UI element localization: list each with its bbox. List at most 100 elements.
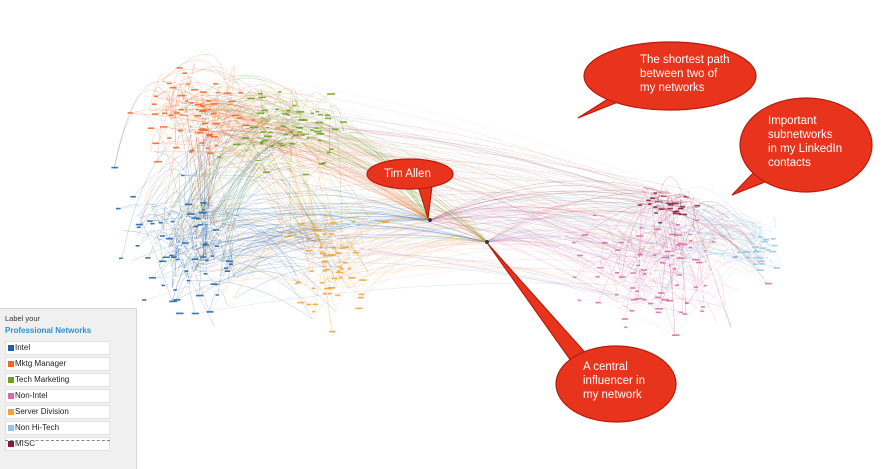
legend-item-non-hi-tech[interactable]: Non Hi-Tech	[5, 421, 110, 435]
network-node	[692, 259, 699, 261]
callout-shortest-path: The shortest path between two of my netw…	[582, 40, 762, 120]
network-node	[769, 263, 775, 265]
network-node	[160, 261, 167, 263]
network-node	[191, 291, 196, 293]
network-node	[216, 294, 219, 296]
network-node	[151, 244, 156, 246]
network-node	[723, 267, 729, 269]
network-node	[706, 237, 710, 239]
network-node	[315, 122, 323, 124]
network-node	[160, 126, 167, 128]
network-node	[335, 252, 342, 254]
network-node	[353, 252, 359, 254]
network-node	[170, 287, 176, 289]
network-node	[187, 83, 191, 85]
network-node	[150, 240, 158, 242]
network-node	[654, 212, 658, 214]
network-node	[280, 145, 286, 147]
network-node	[133, 236, 137, 238]
network-node	[185, 204, 193, 206]
network-node	[283, 131, 286, 133]
network-node	[324, 288, 331, 290]
network-node	[219, 228, 226, 230]
legend-item-mktg-manager[interactable]: Mktg Manager	[5, 357, 110, 371]
network-node	[165, 249, 169, 251]
network-node	[255, 117, 261, 119]
network-node	[205, 148, 209, 150]
network-node	[312, 141, 316, 143]
network-node	[681, 229, 687, 231]
network-node	[647, 191, 652, 193]
network-edge	[114, 111, 135, 168]
network-node	[665, 204, 668, 206]
network-node	[680, 206, 685, 208]
network-node	[217, 156, 220, 158]
network-node	[180, 112, 184, 114]
network-node	[225, 306, 232, 308]
network-node	[760, 247, 766, 249]
network-node	[263, 140, 268, 142]
network-node	[270, 94, 274, 96]
network-node	[306, 304, 311, 306]
network-node	[358, 297, 364, 299]
network-node	[315, 111, 319, 113]
callout-line: Important	[768, 114, 842, 128]
network-node	[255, 161, 261, 163]
legend-item-non-intel[interactable]: Non-Intel	[5, 389, 110, 403]
network-node	[327, 152, 331, 154]
network-node	[248, 98, 255, 100]
network-node	[196, 295, 204, 297]
network-node	[328, 293, 332, 295]
network-node	[335, 273, 342, 275]
network-node	[348, 268, 351, 270]
network-node	[170, 87, 176, 89]
legend-label: Mktg Manager	[15, 358, 66, 370]
network-node	[172, 119, 176, 121]
network-node	[296, 282, 301, 284]
network-node	[755, 224, 762, 226]
network-node	[288, 237, 295, 239]
network-node	[293, 105, 296, 107]
network-node	[154, 95, 158, 97]
network-node	[325, 118, 332, 120]
callout-line: contacts	[768, 156, 842, 170]
network-node	[300, 254, 306, 256]
network-node	[128, 112, 133, 114]
network-node	[183, 269, 191, 271]
network-node	[233, 144, 241, 146]
network-node	[168, 208, 175, 210]
legend-item-intel[interactable]: Intel	[5, 341, 110, 355]
network-node	[320, 253, 327, 255]
network-node	[689, 247, 692, 249]
network-node	[294, 149, 299, 151]
network-node	[350, 224, 356, 226]
network-node	[294, 115, 300, 117]
network-node	[298, 257, 303, 259]
network-node	[726, 244, 732, 246]
network-node	[714, 208, 717, 210]
network-node	[339, 232, 346, 234]
network-edge	[162, 60, 232, 97]
network-node	[318, 140, 321, 142]
network-node	[216, 231, 220, 233]
network-node	[745, 257, 750, 259]
network-node	[680, 198, 685, 200]
legend-item-tech-marketing[interactable]: Tech Marketing	[5, 373, 110, 387]
network-node	[316, 133, 324, 135]
network-node	[768, 258, 776, 260]
network-node	[303, 174, 310, 176]
network-node	[349, 277, 356, 279]
network-node	[191, 126, 198, 128]
network-node	[198, 96, 206, 98]
network-node	[757, 254, 763, 256]
network-node	[233, 103, 238, 105]
network-node	[313, 248, 318, 250]
network-node	[313, 255, 321, 257]
network-node	[764, 231, 769, 233]
network-node	[332, 278, 338, 280]
network-node	[341, 131, 349, 133]
network-node	[181, 175, 185, 177]
network-node	[311, 229, 318, 231]
network-node	[150, 223, 154, 225]
legend-item-server-division[interactable]: Server Division	[5, 405, 110, 419]
